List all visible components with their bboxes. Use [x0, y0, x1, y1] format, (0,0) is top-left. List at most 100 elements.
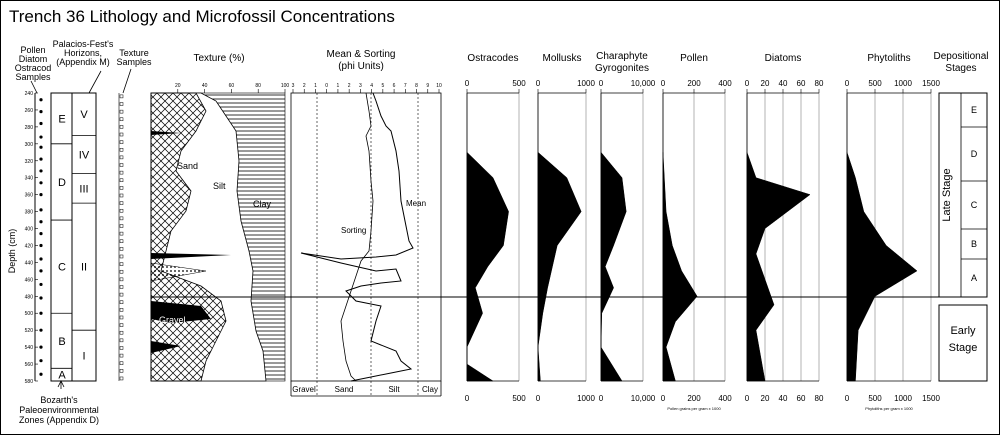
phytoliths-tick-label-top: 1000 — [894, 79, 912, 88]
texture-title: Texture (%) — [193, 53, 244, 64]
texture-tick-label: 60 — [229, 83, 235, 89]
depth-tick-label: 320 — [25, 159, 34, 165]
texture-sample-marker — [119, 201, 124, 205]
texture-samples-header-line: Samples — [116, 57, 152, 67]
pollen-title: Pollen — [680, 53, 708, 64]
sample-dot — [39, 98, 43, 102]
texture-sample-marker — [119, 186, 124, 190]
mollusks-tick-label-bottom: 1000 — [577, 394, 595, 403]
texture-sample-marker — [119, 346, 124, 350]
depth-tick-label: 240 — [25, 91, 34, 97]
substage-label: A — [971, 273, 977, 283]
gravel-dots — [150, 262, 207, 282]
texture-sample-marker — [119, 254, 124, 259]
depth-tick-label: 440 — [25, 260, 34, 266]
samples-header-line: Diatom — [19, 54, 48, 64]
texture-sample-marker — [119, 323, 124, 327]
phytoliths-tick-label-bottom: 1000 — [894, 394, 912, 403]
mean-sorting-box — [290, 92, 442, 382]
depth-tick-label: 420 — [25, 243, 34, 249]
zone-label: E — [58, 113, 65, 125]
texture-sample-marker — [119, 292, 124, 297]
phytoliths-note: Phytoliths per gram x 1000 — [865, 406, 913, 411]
early-stage-box — [938, 304, 988, 382]
texture-sample-marker — [119, 330, 124, 335]
texture-sample-marker — [119, 338, 124, 343]
mollusks-tick-label-top: 1000 — [577, 79, 595, 88]
mollusks-title: Mollusks — [543, 53, 582, 64]
mollusks-tick-label-top: 0 — [536, 79, 541, 88]
label-mean: Mean — [406, 199, 426, 208]
texture-sample-marker — [119, 247, 124, 251]
texture-sample-marker — [119, 148, 124, 152]
depth-tick-label: 520 — [25, 328, 34, 334]
depth-tick-label: 480 — [25, 294, 34, 300]
depth-tick-label: 540 — [25, 345, 34, 351]
texture-samples-header: Texture Samples — [116, 48, 152, 67]
zones-arrow-icon — [57, 380, 65, 388]
sample-dot — [39, 193, 43, 197]
diatoms-title: Diatoms — [765, 53, 802, 64]
horizons-header-line: Palacios-Fest's — [53, 39, 114, 49]
mean-sorting-dividers — [290, 93, 442, 397]
depth-ticks: 240 260 280 300 320 340 360 380 400 420 440 460 480 5… — [25, 91, 38, 385]
diatoms-panel: Diatoms 0 0 20 20 40 40 60 60 80 80 — [745, 53, 824, 403]
depth-tick-label: 340 — [25, 176, 34, 182]
texture-sample-marker — [119, 224, 124, 228]
substage-label: D — [971, 149, 978, 159]
mean-sorting-tick-label: 7 — [404, 83, 407, 89]
texture-panel: Sand Silt Clay Gravel — [150, 92, 286, 382]
horizons-column — [71, 92, 97, 382]
diatoms-tick-label-bottom: 60 — [797, 394, 806, 403]
depth-axis-label: Depth (cm) — [7, 229, 17, 274]
ostracodes-tick-label-top: 0 — [465, 79, 470, 88]
mollusks-tick-label-bottom: 0 — [536, 394, 541, 403]
ms-bottom-clay: Clay — [422, 385, 438, 394]
zones-labels: E D C B A — [51, 113, 72, 382]
texture-samples-header-line: Texture — [119, 48, 149, 58]
texture-sample-marker — [119, 109, 124, 114]
mean-sorting-tick-label: 3 — [359, 83, 362, 89]
mean-sorting-tick-label: 6 — [393, 83, 396, 89]
charaphyte-title: Charaphyte — [596, 51, 648, 62]
phytoliths-tick-label-top: 500 — [868, 79, 882, 88]
phytoliths-tick-label-bottom: 1500 — [922, 394, 940, 403]
diatoms-tick-label-top: 40 — [779, 79, 788, 88]
texture-sample-marker — [119, 132, 124, 137]
phytoliths-tick-label-bottom: 500 — [868, 394, 882, 403]
pollen-tick-label-bottom: 200 — [687, 394, 701, 403]
texture-sample-marker — [119, 308, 124, 312]
sample-dot — [39, 328, 43, 332]
sample-dot — [39, 311, 43, 315]
sample-dot — [39, 135, 43, 139]
depth-tick-label: 280 — [25, 125, 34, 131]
charaphyte-tick-label-top: 10,000 — [631, 79, 656, 88]
horizon-label: I — [82, 351, 85, 363]
horizon-label: V — [80, 109, 88, 121]
mean-sorting-tick-label: 5 — [381, 83, 384, 89]
horizon-label: II — [81, 262, 87, 274]
sample-dot — [39, 220, 43, 224]
sample-dot — [39, 145, 43, 149]
late-substages: E D C B A — [961, 105, 987, 283]
diatoms-tick-label-top: 20 — [761, 79, 770, 88]
samples-header-line: Pollen — [20, 45, 45, 55]
depth-tick-label: 260 — [25, 108, 34, 114]
pollen-area — [662, 152, 698, 382]
header-pointer-lines — [30, 68, 132, 94]
sample-dot — [39, 243, 43, 248]
charaphyte-tick-label-bottom: 10,000 — [631, 394, 656, 403]
substage-label: E — [971, 105, 977, 115]
diatoms-tick-label-top: 0 — [745, 79, 750, 88]
ms-bottom-sand: Sand — [335, 385, 354, 394]
ostracodes-tick-label-bottom: 0 — [465, 394, 470, 403]
texture-tick-label: 20 — [175, 83, 181, 89]
sample-dot — [39, 169, 43, 173]
mean-sorting-tick-label: 3 — [292, 83, 295, 89]
phytoliths-panel: Phytoliths 0 0 500 500 1000 1000 1500 1500 Phytol… — [845, 53, 941, 411]
pollen-panel: Pollen 0 0 200 200 400 400 Pollen grains per gr… — [661, 53, 732, 411]
texture-sample-marker — [119, 208, 124, 213]
